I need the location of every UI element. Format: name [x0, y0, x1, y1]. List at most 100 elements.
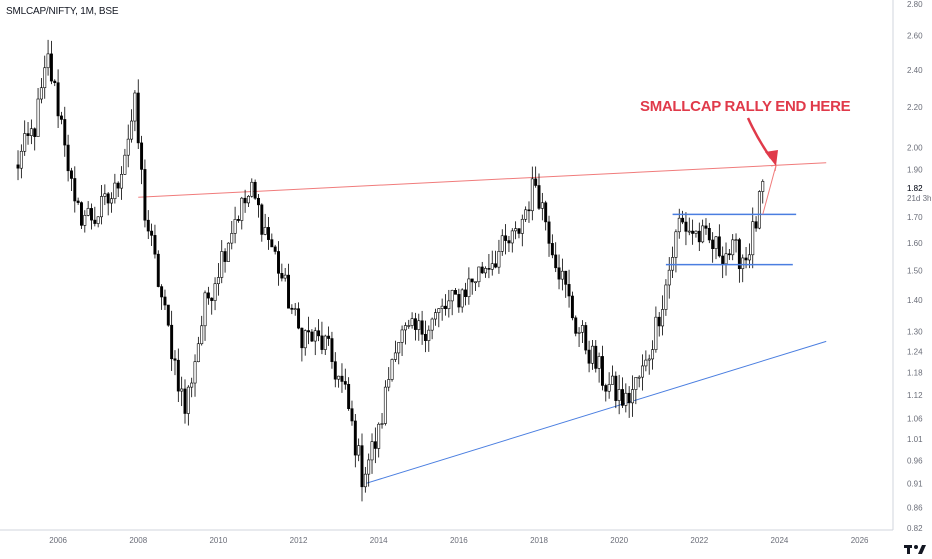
candle-down	[140, 142, 144, 170]
candle-down	[143, 169, 147, 221]
candle-up	[761, 181, 765, 192]
candle-down	[557, 267, 561, 280]
price-tick-label: 1.82	[907, 184, 923, 193]
candle-down	[183, 388, 187, 414]
candle-up	[196, 343, 200, 363]
candle-up	[370, 441, 374, 461]
candle-up	[611, 375, 614, 385]
candle-down	[297, 308, 301, 329]
price-tick-label: 2.00	[907, 144, 923, 153]
candle-up	[560, 270, 564, 280]
candle-down	[66, 144, 70, 172]
candle-down	[627, 392, 631, 404]
annotation-arrow	[746, 117, 778, 166]
candle-up	[393, 352, 397, 360]
candle-up	[246, 195, 250, 204]
candle-down	[53, 80, 57, 84]
candle-up	[450, 290, 454, 302]
candle-up	[577, 331, 581, 334]
candle-down	[470, 278, 474, 283]
candle-down	[223, 251, 227, 262]
candle-up	[530, 178, 534, 212]
candle-up	[203, 292, 207, 327]
price-tick-label: 1.01	[907, 435, 923, 444]
candle-up	[357, 445, 361, 456]
candle-up	[500, 235, 504, 252]
candle-down	[534, 178, 538, 186]
candle-down	[600, 356, 604, 386]
candle-up	[283, 274, 287, 279]
candle-up	[100, 196, 103, 218]
candle-up	[120, 174, 124, 189]
candle-down	[494, 263, 498, 268]
candle-down	[564, 270, 568, 285]
price-tick-label: 1.60	[907, 239, 923, 248]
candle-up	[617, 389, 621, 401]
candle-down	[300, 327, 304, 349]
candle-up	[293, 308, 297, 310]
price-tick-label: 1.90	[907, 165, 923, 174]
candle-down	[176, 359, 180, 392]
candle-up	[216, 277, 220, 285]
candle-down	[310, 331, 314, 342]
candle-up	[674, 231, 678, 258]
candle-down	[267, 227, 270, 240]
candle-up	[387, 379, 391, 388]
candle-up	[417, 320, 421, 330]
candle-down	[243, 197, 247, 204]
annotation-text: SMALLCAP RALLY END HERE	[640, 98, 851, 115]
candle-down	[343, 381, 347, 385]
candle-up	[440, 305, 444, 309]
time-tick-label: 2022	[690, 536, 708, 545]
candle-down	[507, 240, 511, 244]
candle-up	[580, 325, 584, 333]
time-axis: 2006 2008 2010 2012 2014 2016 2018 2020 2022 2024…	[0, 529, 893, 545]
candle-up	[226, 242, 230, 262]
candle-up	[400, 329, 404, 343]
candle-up	[323, 335, 327, 350]
price-tick-label: 1.12	[907, 391, 923, 400]
time-tick-label: 2008	[129, 536, 147, 545]
candle-up	[83, 215, 87, 226]
time-tick-label: 2010	[209, 536, 227, 545]
candle-up	[407, 325, 411, 327]
candle-up	[180, 388, 184, 392]
candle-up	[130, 120, 134, 140]
symbol-label: SMLCAP/NIFTY, 1M, BSE	[6, 6, 119, 17]
candles	[16, 39, 765, 502]
candle-down	[584, 325, 588, 351]
candle-up	[647, 358, 651, 361]
overlay-lines	[665, 164, 797, 266]
candle-up	[757, 191, 761, 229]
candle-up	[497, 250, 501, 268]
candle-down	[711, 239, 715, 250]
candle-up	[377, 423, 381, 449]
candle-up	[39, 87, 43, 100]
candle-up	[460, 289, 464, 308]
candle-up	[607, 384, 611, 392]
candle-down	[90, 208, 93, 221]
candle-down	[704, 225, 708, 229]
candle-up	[474, 281, 478, 284]
time-tick-label: 2014	[370, 536, 388, 545]
candle-up	[654, 316, 658, 350]
candle-up	[427, 329, 431, 341]
candle-down	[56, 82, 60, 117]
candle-down	[59, 115, 63, 120]
candle-up	[701, 225, 705, 243]
candle-up	[193, 361, 197, 384]
candle-down	[136, 92, 140, 144]
candle-down	[280, 273, 284, 279]
candle-down	[236, 219, 240, 221]
candle-up	[367, 459, 371, 475]
candle-down	[574, 317, 578, 334]
candle-down	[614, 375, 618, 401]
price-tick-label: 2.20	[907, 103, 923, 112]
candle-down	[707, 228, 711, 241]
candle-down	[480, 266, 484, 274]
candle-down	[423, 333, 427, 341]
candle-up	[677, 217, 681, 233]
candle-up	[397, 342, 401, 354]
